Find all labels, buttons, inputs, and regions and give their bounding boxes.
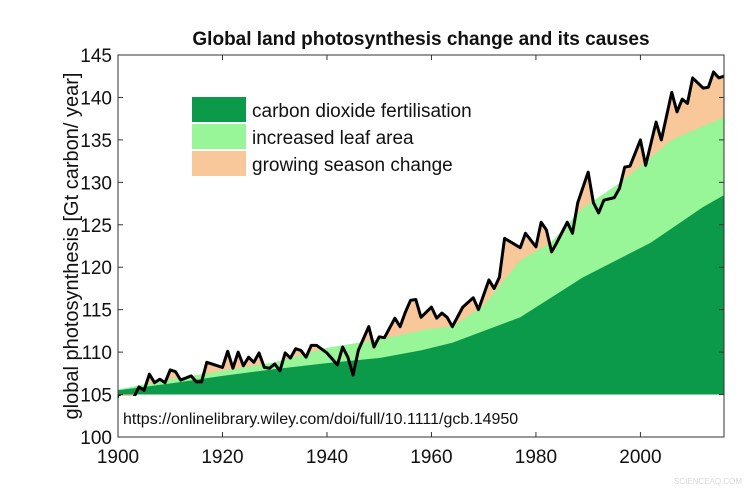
legend-label-growing-season: growing season change xyxy=(252,155,453,176)
y-tick-label: 125 xyxy=(80,216,112,237)
x-tick-label: 1940 xyxy=(306,447,348,468)
chart-title: Global land photosynthesis change and it… xyxy=(192,29,649,50)
plot-frame xyxy=(117,54,725,438)
y-tick-label: 105 xyxy=(80,386,112,407)
legend-label-leaf-area: increased leaf area xyxy=(252,128,414,149)
plot-areas xyxy=(117,70,725,405)
x-tick-label: 1920 xyxy=(201,447,243,468)
area-co2-fertilisation xyxy=(118,195,724,395)
url-annotation: https://onlinelibrary.wiley.com/doi/full… xyxy=(123,411,518,428)
axes: 1900 1920 1940 1960 1980 2000 100 105 110 115 120 1… xyxy=(80,46,725,468)
y-tick-label: 140 xyxy=(80,88,112,109)
total-photosynthesis-line xyxy=(117,70,725,405)
x-tick-label: 1980 xyxy=(515,447,557,468)
y-axis-label: global photosynthesis [Gt carbon/ year] xyxy=(61,73,83,420)
legend-swatch-leaf-area xyxy=(192,124,246,149)
x-tick-label: 2000 xyxy=(619,447,661,468)
legend: carbon dioxide fertilisation increased l… xyxy=(192,97,472,176)
y-tick-label: 115 xyxy=(82,301,112,322)
watermark: SCIENCEAQ.COM xyxy=(674,477,742,486)
y-tick-label: 135 xyxy=(80,131,112,152)
x-tick-label: 1900 xyxy=(97,447,139,468)
legend-swatch-growing-season xyxy=(192,151,246,176)
legend-label-co2: carbon dioxide fertilisation xyxy=(252,101,472,122)
legend-swatch-co2 xyxy=(192,97,246,122)
y-tick-label: 110 xyxy=(82,343,112,364)
y-tick-label: 120 xyxy=(80,258,112,279)
annotation-background xyxy=(119,396,723,436)
y-tick-label: 130 xyxy=(80,173,112,194)
y-tick-label: 100 xyxy=(80,428,112,449)
x-tick-label: 1960 xyxy=(410,447,452,468)
y-tick-label: 145 xyxy=(80,46,112,67)
